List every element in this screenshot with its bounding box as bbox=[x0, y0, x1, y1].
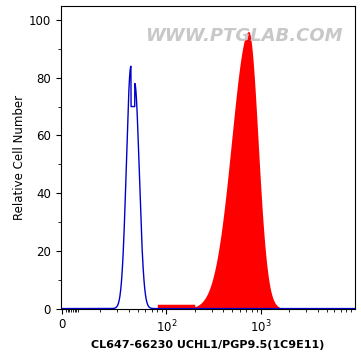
Y-axis label: Relative Cell Number: Relative Cell Number bbox=[13, 94, 26, 220]
Text: WWW.PTGLAB.COM: WWW.PTGLAB.COM bbox=[145, 27, 342, 45]
X-axis label: CL647-66230 UCHL1/PGP9.5(1C9E11): CL647-66230 UCHL1/PGP9.5(1C9E11) bbox=[91, 340, 325, 350]
